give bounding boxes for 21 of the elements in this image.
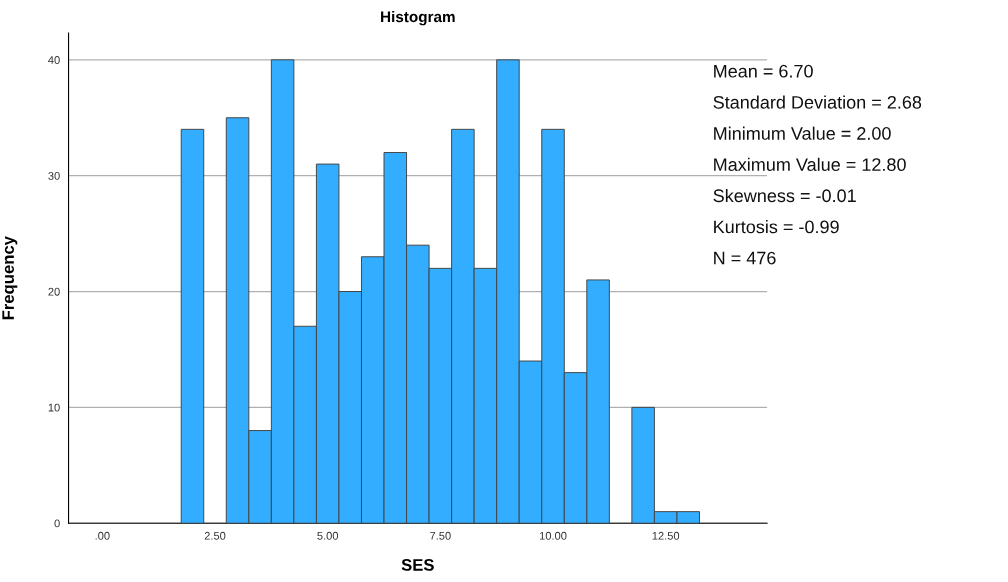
y-tick-label: 10 (48, 403, 60, 412)
annotation: Kurtosis = -0.99 (714, 220, 839, 234)
x-tick-label: 5.00 (317, 531, 339, 540)
y-tick-label: 30 (48, 171, 60, 180)
y-axis-title: Frequency (2, 236, 18, 320)
x-tick-label: 2.50 (204, 531, 226, 540)
chart-title: Histogram (381, 10, 455, 26)
annotation: N = 476 (714, 251, 776, 265)
x-tick-label: 10.00 (539, 531, 567, 540)
annotation: Minimum Value = 2.00 (714, 126, 891, 140)
annotation: Standard Deviation = 2.68 (713, 95, 922, 109)
x-axis-title: SES (401, 559, 434, 571)
x-tick-label: .00 (95, 531, 110, 540)
annotation: Mean = 6.70 (714, 64, 813, 78)
annotation: Maximum Value = 12.80 (714, 157, 906, 172)
y-tick-label: 20 (48, 287, 60, 296)
y-tick-label: 0 (54, 519, 60, 528)
annotation: Skewness = -0.01 (713, 188, 856, 203)
x-tick-label: 12.50 (652, 531, 680, 540)
y-tick-label: 40 (48, 56, 60, 64)
x-tick-label: 7.50 (430, 531, 451, 540)
